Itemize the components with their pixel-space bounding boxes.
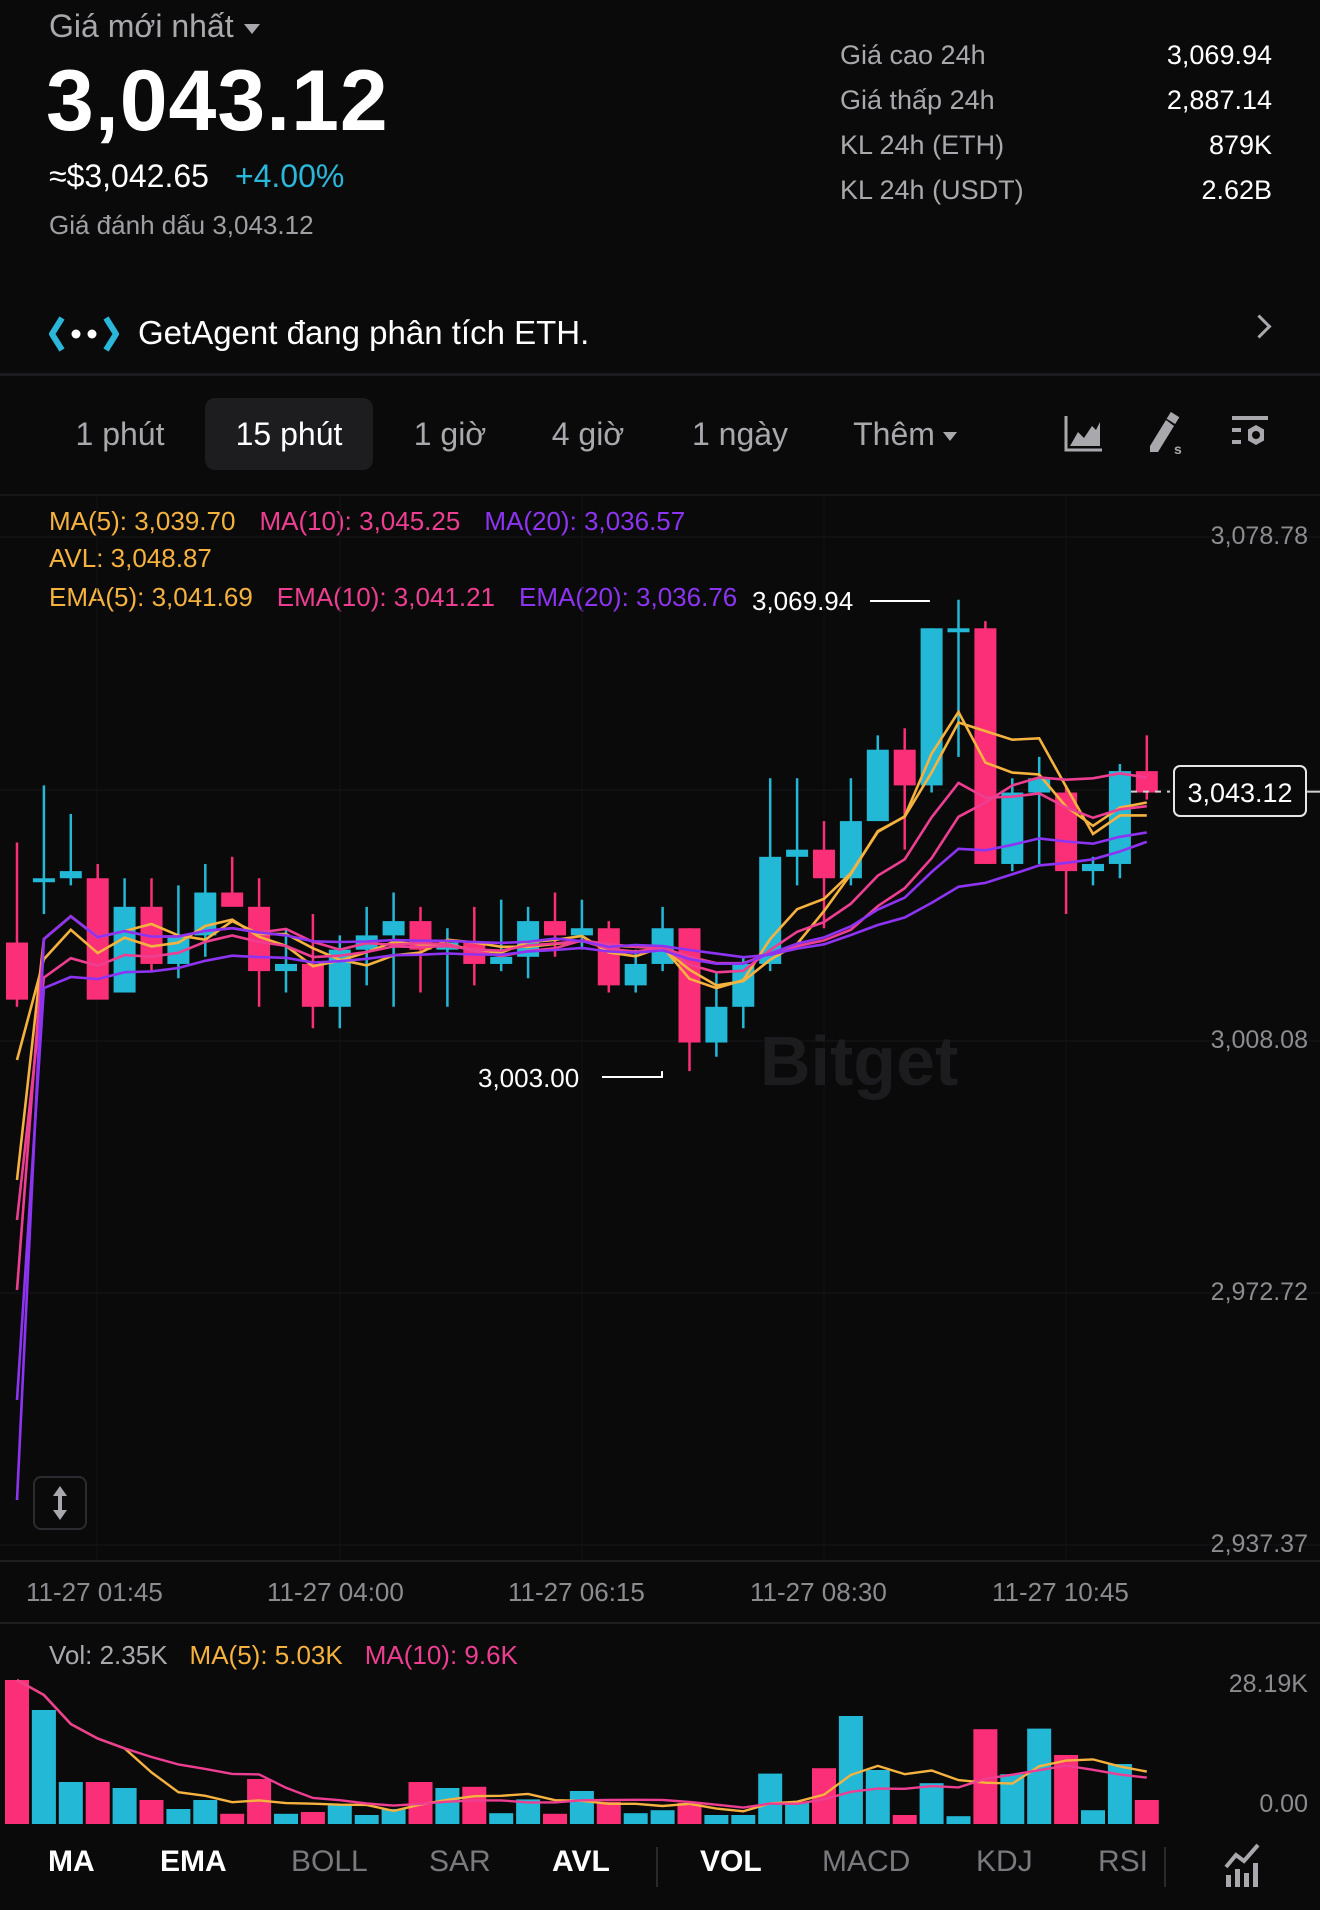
vol-value: Vol: 2.35K — [49, 1640, 168, 1670]
tab-label: 1 phút — [75, 416, 165, 452]
indicator-bar: MA EMA BOLL SAR AVL VOL MACD KDJ RSI — [0, 1827, 1320, 1910]
divider — [656, 1847, 658, 1887]
stat-label: Giá cao 24h — [840, 40, 986, 70]
stat-label: Giá thấp 24h — [840, 85, 995, 115]
tab-1d[interactable]: 1 ngày — [670, 398, 810, 470]
time-axis-label: 11-27 10:45 — [992, 1577, 1129, 1607]
tab-label: 15 phút — [235, 416, 343, 452]
time-axis-label: 11-27 04:00 — [267, 1577, 404, 1607]
stat-value: 879K — [1208, 130, 1272, 160]
timeframe-tabs: 1 phút 15 phút 1 giờ 4 giờ 1 ngày Thêm s — [0, 398, 1320, 472]
indicator-boll[interactable]: BOLL — [291, 1845, 368, 1878]
ema10-value: EMA(10): 3,041.21 — [276, 582, 496, 612]
usd-change-row: ≈$3,042.65 +4.00% — [49, 158, 344, 195]
vol-ma10-value: MA(10): 9.6K — [364, 1640, 518, 1670]
indicator-ema[interactable]: EMA — [160, 1845, 227, 1878]
volume-axis-min: 0.00 — [1259, 1790, 1308, 1818]
ma5-value: MA(5): 3,039.70 — [49, 506, 236, 536]
getagent-banner[interactable]: GetAgent đang phân tích ETH. — [0, 300, 1320, 372]
avl-legend: AVL: 3,048.87 — [49, 543, 212, 574]
indicator-ma[interactable]: MA — [48, 1845, 95, 1878]
chart-type-icon[interactable] — [1062, 412, 1106, 456]
divider — [0, 373, 1320, 376]
indicator-macd[interactable]: MACD — [822, 1845, 911, 1878]
high-low-markers — [602, 600, 1320, 1078]
price-axis-label: 3,078.78 — [1210, 522, 1308, 550]
tab-more[interactable]: Thêm — [835, 398, 975, 470]
tab-label: 1 giờ — [413, 416, 487, 452]
stat-label: KL 24h (ETH) — [840, 130, 1005, 160]
stat-high-24h: Giá cao 24h 3,069.94 — [840, 40, 1272, 71]
divider — [0, 1622, 1320, 1624]
volume-ma-lines — [16, 1678, 1148, 1813]
indicator-list-icon[interactable] — [1222, 1841, 1266, 1889]
bitget-watermark: Bitget — [760, 1022, 958, 1100]
ma-lines — [15, 709, 1148, 1501]
price-type-label: Giá mới nhất — [49, 8, 234, 44]
caret-down-icon — [243, 23, 260, 34]
ma-legend: MA(5): 3,039.70 MA(10): 3,045.25 MA(20):… — [49, 506, 685, 537]
candlestick-chart[interactable]: Bitget — [0, 496, 1320, 1560]
stat-value: 3,069.94 — [1166, 40, 1272, 70]
stat-value: 2,887.14 — [1166, 85, 1272, 115]
vertical-resize-icon — [53, 1486, 67, 1520]
indicator-avl[interactable]: AVL — [552, 1845, 610, 1878]
indicator-settings-icon[interactable] — [1228, 412, 1272, 456]
getagent-logo-icon — [49, 316, 119, 352]
volume-chart[interactable] — [0, 1624, 1320, 1827]
last-price: 3,043.12 — [46, 53, 389, 149]
svg-text:s: s — [1174, 441, 1182, 456]
ma10-value: MA(10): 3,045.25 — [259, 506, 461, 536]
price-axis-label: 2,937.37 — [1210, 1530, 1308, 1558]
ema-legend: EMA(5): 3,041.69 EMA(10): 3,041.21 EMA(2… — [49, 582, 737, 613]
scale-toggle-button[interactable] — [33, 1476, 87, 1530]
divider — [0, 494, 1320, 496]
drawing-tool-icon[interactable]: s — [1144, 412, 1188, 456]
usd-equivalent: ≈$3,042.65 — [49, 158, 209, 194]
candles — [6, 599, 1158, 1072]
tab-label: 4 giờ — [551, 416, 625, 452]
change-percent: +4.00% — [234, 158, 345, 194]
getagent-text: GetAgent đang phân tích ETH. — [138, 314, 590, 351]
divider — [0, 1560, 1320, 1562]
ema20-value: EMA(20): 3,036.76 — [519, 582, 738, 612]
chevron-right-icon — [1247, 314, 1272, 339]
ema5-value: EMA(5): 3,041.69 — [49, 582, 253, 612]
volume-bars — [5, 1680, 1159, 1824]
vol-ma5-value: MA(5): 5.03K — [189, 1640, 343, 1670]
stat-vol-eth: KL 24h (ETH) 879K — [840, 130, 1272, 161]
volume-legend: Vol: 2.35K MA(5): 5.03K MA(10): 9.6K — [49, 1640, 518, 1671]
tab-label: Thêm — [853, 416, 935, 452]
indicator-rsi[interactable]: RSI — [1098, 1845, 1149, 1878]
indicator-vol[interactable]: VOL — [700, 1845, 762, 1878]
time-axis-label: 11-27 06:15 — [508, 1577, 645, 1607]
mark-price: Giá đánh dấu 3,043.12 — [49, 210, 314, 240]
high-marker-label: 3,069.94 — [752, 586, 854, 616]
tab-label: 1 ngày — [691, 416, 789, 452]
indicator-kdj[interactable]: KDJ — [976, 1845, 1033, 1878]
avl-value: AVL: 3,048.87 — [49, 543, 212, 573]
time-axis-label: 11-27 08:30 — [750, 1577, 887, 1607]
stat-low-24h: Giá thấp 24h 2,887.14 — [840, 85, 1272, 116]
caret-down-icon — [942, 432, 957, 442]
price-axis-label: 2,972.72 — [1210, 1278, 1308, 1306]
price-axis-label: 3,008.08 — [1210, 1026, 1308, 1054]
tab-4h[interactable]: 4 giờ — [528, 398, 648, 470]
volume-axis-max: 28.19K — [1228, 1670, 1308, 1698]
price-type-selector[interactable]: Giá mới nhất — [49, 8, 260, 45]
current-price-tag[interactable]: 3,043.12 — [1173, 765, 1307, 817]
stat-vol-usdt: KL 24h (USDT) 2.62B — [840, 175, 1272, 206]
ma20-value: MA(20): 3,036.57 — [484, 506, 686, 536]
indicator-sar[interactable]: SAR — [429, 1845, 491, 1878]
time-axis-label: 11-27 01:45 — [26, 1577, 163, 1607]
divider — [1164, 1847, 1166, 1887]
chart-grid — [0, 496, 1320, 1560]
tab-15m[interactable]: 15 phút — [205, 398, 373, 470]
tab-1h[interactable]: 1 giờ — [390, 398, 510, 470]
stat-value: 2.62B — [1201, 175, 1272, 205]
stat-label: KL 24h (USDT) — [840, 175, 1024, 205]
low-marker-label: 3,003.00 — [478, 1063, 580, 1093]
tab-1m[interactable]: 1 phút — [50, 398, 190, 470]
